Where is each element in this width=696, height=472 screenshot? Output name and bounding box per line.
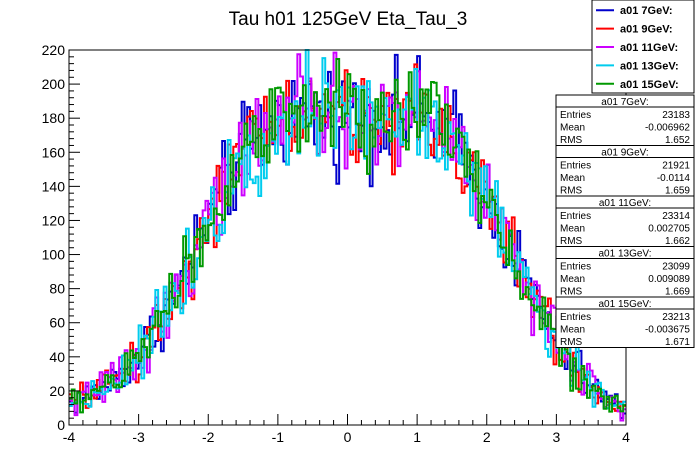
stats-label: RMS: [560, 337, 583, 348]
stats-boxes: a01 7GeV: Entries 23183 Mean -0.006962 RMS 1.6…: [555, 94, 695, 348]
y-tick-label: 200: [42, 76, 66, 92]
stats-value: 21921: [662, 161, 690, 172]
series-line-3: [69, 51, 626, 422]
stats-label: Entries: [560, 262, 591, 273]
y-tick-label: 40: [49, 349, 65, 365]
y-tick-label: 0: [57, 417, 65, 433]
y-tick-label: 100: [42, 247, 66, 263]
x-tick-label: 2: [483, 429, 491, 445]
stats-title: a01 9GeV:: [601, 148, 648, 159]
y-tick-label: 220: [42, 42, 66, 58]
series-layer: [69, 49, 626, 422]
stats-label: RMS: [560, 135, 583, 146]
stats-label: Entries: [560, 312, 591, 323]
stats-label: RMS: [560, 186, 583, 197]
stats-value: 1.671: [665, 337, 690, 348]
stats-value: 23099: [662, 262, 690, 273]
stats-value: 1.669: [665, 287, 690, 298]
y-tick-label: 80: [49, 281, 65, 297]
x-tick-label: -4: [63, 429, 76, 445]
stats-label: Mean: [560, 173, 585, 184]
stats-title: a01 13GeV:: [598, 249, 651, 260]
stats-value: 23314: [662, 211, 690, 222]
stats-box: [555, 195, 695, 247]
x-tick-label: 1: [413, 429, 421, 445]
stats-value: 23213: [662, 312, 690, 323]
legend-entry: a01 15GeV:: [620, 79, 679, 91]
y-tick-label: 60: [49, 315, 65, 331]
y-tick-label: 20: [49, 383, 65, 399]
x-tick-label: 3: [552, 429, 560, 445]
stats-label: Entries: [560, 161, 591, 172]
stats-label: Entries: [560, 211, 591, 222]
x-tick-label: -2: [202, 429, 215, 445]
stats-value: -0.006962: [645, 123, 690, 134]
x-tick-label: -1: [272, 429, 285, 445]
stats-title: a01 15GeV:: [598, 299, 651, 310]
stats-label: Mean: [560, 123, 585, 134]
stats-label: RMS: [560, 287, 583, 298]
x-tick-label: 4: [622, 429, 630, 445]
stats-box: [555, 94, 695, 146]
axis-layer: -4 -3 -2 -1 0 1 2 3 4020406080100120140160180200…: [42, 42, 630, 445]
legend-entry: a01 9GeV:: [620, 24, 673, 36]
legend-entry: a01 13GeV:: [620, 60, 679, 72]
stats-label: Mean: [560, 224, 585, 235]
chart-title: Tau h01 125GeV Eta_Tau_3: [229, 9, 468, 30]
legend-entry: a01 7GeV:: [620, 5, 673, 17]
legend: a01 7GeV: a01 9GeV: a01 11GeV: a01 13GeV: a0…: [591, 0, 695, 94]
stats-value: -0.0114: [657, 173, 691, 184]
stats-box: [555, 296, 695, 348]
series-line-5: [69, 58, 626, 414]
stats-value: -0.003675: [645, 325, 690, 336]
legend-entry: a01 11GeV:: [620, 42, 678, 54]
stats-value: 1.659: [665, 186, 690, 197]
y-tick-label: 180: [42, 110, 66, 126]
stats-value: 0.002705: [648, 224, 690, 235]
stats-value: 1.652: [665, 135, 690, 146]
stats-label: RMS: [560, 236, 583, 247]
stats-box: [555, 145, 695, 197]
stats-title: a01 11GeV:: [599, 198, 651, 209]
x-tick-label: 0: [344, 429, 352, 445]
stats-label: Mean: [560, 274, 585, 285]
stats-value: 23183: [662, 110, 690, 121]
y-tick-label: 120: [42, 212, 66, 228]
y-tick-label: 140: [42, 178, 66, 194]
stats-value: 1.662: [665, 236, 690, 247]
stats-label: Entries: [560, 110, 591, 121]
y-tick-label: 160: [42, 144, 66, 160]
stats-value: 0.009089: [648, 274, 690, 285]
stats-title: a01 7GeV:: [601, 97, 648, 108]
stats-label: Mean: [560, 325, 585, 336]
stats-box: [555, 246, 695, 298]
x-tick-label: -3: [132, 429, 145, 445]
